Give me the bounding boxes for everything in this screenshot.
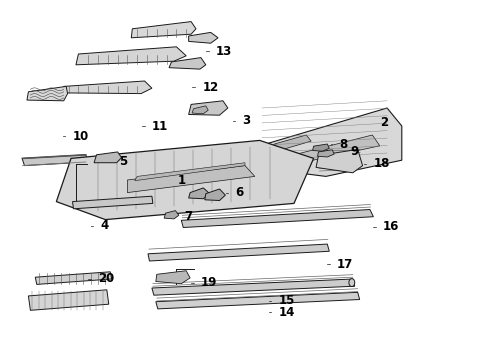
Text: 18: 18 (373, 157, 390, 170)
Polygon shape (148, 244, 329, 261)
Text: 4: 4 (100, 219, 109, 232)
Polygon shape (316, 149, 363, 173)
Text: 17: 17 (337, 258, 353, 271)
Ellipse shape (349, 279, 355, 287)
Polygon shape (274, 135, 311, 150)
Text: 6: 6 (235, 186, 244, 199)
Polygon shape (127, 166, 255, 193)
Text: 8: 8 (340, 138, 348, 150)
Text: 13: 13 (216, 45, 232, 58)
Text: 19: 19 (201, 276, 217, 289)
Polygon shape (131, 22, 196, 38)
Polygon shape (76, 47, 186, 65)
Polygon shape (189, 32, 218, 43)
Polygon shape (156, 271, 190, 284)
Text: 12: 12 (202, 81, 219, 94)
Polygon shape (27, 86, 68, 101)
Text: 10: 10 (73, 130, 89, 143)
Text: 14: 14 (278, 306, 294, 319)
Polygon shape (156, 292, 360, 309)
Polygon shape (181, 210, 373, 228)
Polygon shape (56, 140, 314, 220)
Text: 15: 15 (278, 294, 294, 307)
Polygon shape (189, 188, 210, 199)
Polygon shape (35, 272, 112, 284)
Polygon shape (189, 101, 228, 115)
Text: 16: 16 (383, 220, 399, 233)
Polygon shape (164, 211, 179, 219)
Polygon shape (318, 150, 334, 157)
Polygon shape (135, 163, 245, 181)
Text: 9: 9 (351, 145, 359, 158)
Text: 7: 7 (184, 210, 192, 222)
Polygon shape (28, 290, 109, 310)
Polygon shape (294, 135, 380, 163)
Text: 2: 2 (380, 116, 388, 129)
Polygon shape (313, 144, 329, 151)
Polygon shape (169, 58, 206, 69)
Polygon shape (205, 189, 225, 201)
Text: 1: 1 (178, 174, 186, 186)
Polygon shape (73, 196, 153, 209)
Text: 11: 11 (152, 120, 168, 132)
Text: 3: 3 (243, 114, 251, 127)
Polygon shape (61, 81, 152, 94)
Polygon shape (94, 152, 122, 163)
Text: 5: 5 (119, 155, 127, 168)
Polygon shape (22, 155, 88, 166)
Polygon shape (152, 279, 355, 295)
Polygon shape (255, 108, 402, 176)
Text: 20: 20 (98, 273, 114, 285)
Polygon shape (192, 106, 208, 114)
